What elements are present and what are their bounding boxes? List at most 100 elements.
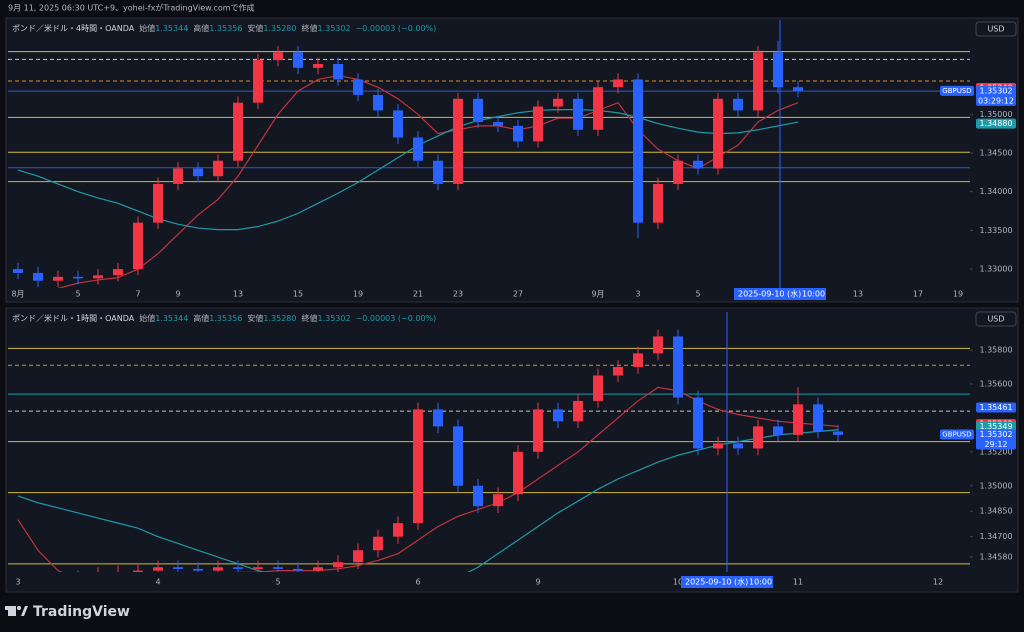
candle-body	[193, 568, 203, 571]
candle-body	[253, 567, 263, 569]
candle-body	[373, 536, 383, 551]
candle-body	[193, 168, 203, 177]
candle-body	[733, 443, 743, 449]
x-tick-label: 17	[913, 290, 923, 299]
candle-body	[293, 568, 303, 571]
chart-panel	[5, 307, 1019, 593]
y-tick-label: 1.35800	[979, 346, 1012, 355]
x-tick-label: 13	[233, 290, 243, 299]
candle-body	[813, 404, 823, 432]
price-label: 1.35302	[979, 430, 1012, 439]
candle-body	[533, 106, 543, 142]
price-countdown: 03:29:12	[978, 96, 1014, 105]
y-tick-label: 1.33000	[979, 265, 1012, 274]
x-tick-label: 5	[75, 290, 80, 299]
ohlc-value: 1.35280	[263, 24, 296, 33]
x-tick-label: 5	[695, 290, 700, 299]
candle-body	[33, 272, 43, 281]
candle-body	[553, 98, 563, 107]
candle-body	[393, 523, 403, 537]
candle-body	[13, 269, 23, 273]
symbol-tag-box	[940, 429, 974, 440]
x-tick-label: 23	[453, 290, 463, 299]
currency-box	[975, 21, 1017, 37]
candle-body	[673, 160, 683, 184]
candle-body	[213, 160, 223, 177]
candle-body	[593, 375, 603, 401]
candle-body	[353, 550, 363, 563]
y-tick-label: 1.33500	[979, 226, 1012, 235]
candle-body	[393, 110, 403, 138]
x-tick-label: 13	[853, 290, 863, 299]
candle-body	[653, 336, 663, 354]
header-text: 9月 11, 2025 06:30 UTC+9、yohei-fxがTrading…	[8, 3, 255, 13]
ohlc-value: 1.35302	[317, 24, 350, 33]
candle-body	[613, 79, 623, 88]
x-tick-label: 15	[293, 290, 303, 299]
price-label-box	[976, 402, 1016, 413]
y-tick-label: 1.35600	[979, 379, 1012, 388]
y-tick-label: 1.35000	[979, 110, 1012, 119]
ohlc-label: 終値	[301, 23, 317, 33]
price-label-box	[976, 421, 1016, 432]
x-tick-label: 4	[155, 578, 160, 587]
candle-body	[113, 269, 123, 276]
chart-title: ポンド／米ドル・1時間・OANDA	[12, 313, 135, 323]
candle-body	[633, 79, 643, 223]
candle-body	[833, 431, 843, 435]
candle-body	[173, 168, 183, 184]
ohlc-label: 始値	[139, 23, 155, 33]
cursor-label-box	[734, 288, 826, 300]
candle-body	[433, 409, 443, 427]
cursor-label-box	[681, 576, 773, 588]
ohlc-label: 高値	[193, 313, 209, 323]
currency-box	[975, 311, 1017, 327]
symbol-tag: GBPUSD	[942, 431, 971, 439]
candle-body	[733, 98, 743, 111]
x-tick-label: 19	[953, 290, 963, 299]
candle-body	[253, 60, 263, 103]
x-tick-label: 10	[673, 578, 683, 587]
candle-body	[133, 222, 143, 270]
candle-body	[693, 397, 703, 449]
candle-body	[513, 451, 523, 495]
candle-body	[413, 137, 423, 161]
ohlc-label: 安値	[247, 313, 263, 323]
candle-body	[333, 63, 343, 80]
ohlc-value: 1.35280	[263, 314, 296, 323]
candle-body	[493, 122, 503, 126]
brand: TradingView	[33, 604, 130, 620]
x-tick-label: 3	[635, 290, 640, 299]
cursor-date: 2025-09-10 (水)	[738, 289, 801, 299]
candle-body	[93, 275, 103, 279]
candle-body	[233, 102, 243, 161]
moving-average	[57, 74, 799, 288]
candle-body	[693, 160, 703, 169]
candle-body	[153, 567, 163, 571]
candle-body	[473, 485, 483, 507]
candle-body	[493, 494, 503, 507]
currency: USD	[987, 315, 1004, 324]
y-tick-label: 1.35000	[979, 481, 1012, 490]
candle-body	[753, 52, 763, 111]
price-label: 1.35349	[979, 422, 1012, 431]
candle-body	[613, 366, 623, 376]
symbol-tag: GBPUSD	[942, 87, 971, 95]
candle-body	[713, 98, 723, 169]
y-tick-label: 1.34000	[979, 187, 1012, 196]
candle-body	[273, 567, 283, 569]
y-tick-label: 1.34500	[979, 148, 1012, 157]
candle-body	[793, 404, 803, 435]
ohlc-value: 1.35344	[155, 24, 188, 33]
ohlc-value: 1.35344	[155, 314, 188, 323]
candle-body	[553, 409, 563, 422]
price-countdown: 29:12	[984, 440, 1007, 449]
candle-body	[73, 276, 83, 279]
candle-body	[373, 94, 383, 111]
candle-body	[473, 98, 483, 123]
symbol-tag-box	[940, 85, 974, 96]
y-tick-label: 1.34700	[979, 532, 1012, 541]
x-tick-label: 7	[135, 290, 140, 299]
moving-average	[17, 109, 799, 231]
moving-average	[17, 429, 839, 572]
